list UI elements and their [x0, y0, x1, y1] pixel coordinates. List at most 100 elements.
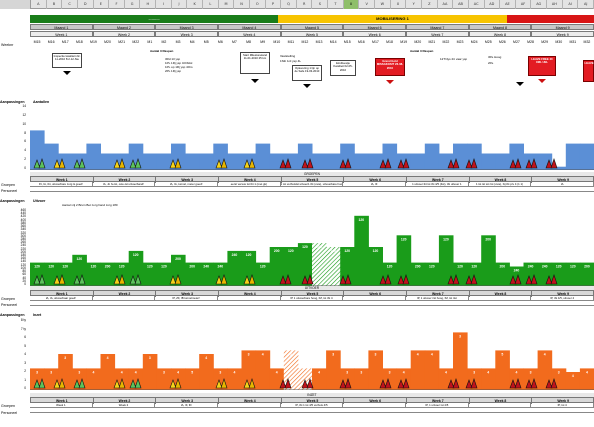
column-header-Y[interactable]: Y	[406, 0, 422, 9]
description-cell[interactable]: IA	[531, 182, 594, 187]
description-cell[interactable]: eerst versus tst tbt 1 (met gk)	[218, 182, 281, 187]
description-cell[interactable]: IP, tbt 1 tst 4/5 verhuis 4/5	[281, 403, 344, 408]
chart-bar	[396, 235, 412, 286]
arrow-down-red-icon	[538, 79, 546, 83]
column-header-AG[interactable]: AG	[531, 0, 548, 9]
bar-label: 120	[344, 249, 350, 253]
select-all-corner[interactable]	[0, 0, 31, 9]
column-header-I[interactable]: I	[156, 0, 172, 9]
small-note-4: 1PL op 1Rj ysp 4Ors	[165, 65, 193, 69]
description-cell[interactable]: IA, IF	[343, 182, 406, 187]
description-cell[interactable]: 1 tst tst tot rist (ovie), bij tbt prv 4…	[469, 182, 532, 187]
note-grand-gold[interactable]: Grand Gold MISSAKOSIT 26-08-2010	[375, 58, 405, 76]
description-cell[interactable]: IP, tbt 4/5, uitvoer 4	[531, 296, 594, 301]
description-cell[interactable]: IP, ZF, IB tunnelmeter!	[155, 296, 218, 301]
column-header-A[interactable]: A	[31, 0, 47, 9]
milestone-marker-icon	[279, 378, 292, 389]
description-cell[interactable]: IP, tst 4	[531, 403, 594, 408]
column-header-Q[interactable]: Q	[281, 0, 297, 9]
band-segment: Week 5	[282, 398, 345, 404]
column-header-B[interactable]: B	[47, 0, 63, 9]
column-header-T[interactable]: T	[328, 0, 344, 9]
column-header-D[interactable]: D	[78, 0, 94, 9]
description-cell[interactable]: IN, IA, tbt, uitvoerbare zorg & goed!	[30, 182, 93, 187]
column-header-P[interactable]: P	[266, 0, 282, 9]
description-cell[interactable]: IA, IA, tunnel, meter goed!	[155, 182, 218, 187]
description-cell[interactable]	[343, 403, 406, 408]
description-cell[interactable]	[469, 403, 532, 408]
column-header-AE[interactable]: AE	[500, 0, 516, 9]
note-start[interactable]: Start Milestoneland 11-01-2010 25 km	[240, 52, 270, 74]
description-cell[interactable]: IP, 1 uitvoer rist hoog, IM, tst 4st	[406, 296, 469, 301]
bar-label: 120	[161, 265, 167, 269]
column-header-K[interactable]: K	[187, 0, 203, 9]
y-tick-label: 420	[20, 214, 26, 219]
note-inspectie[interactable]: Inspectie kwaliteit 22-11-2010 8:2-12-St…	[52, 53, 82, 68]
description-cell[interactable]: Week 2	[93, 403, 156, 408]
column-header-H[interactable]: H	[140, 0, 157, 9]
column-header-M[interactable]: M	[219, 0, 235, 9]
column-header-AB[interactable]: AB	[453, 0, 469, 9]
milestone-marker-icon	[129, 158, 142, 169]
column-header-AF[interactable]: AF	[516, 0, 532, 9]
bar-label: 200	[274, 249, 280, 253]
band-segment: Week 4	[219, 177, 282, 183]
chart-bar	[100, 153, 116, 170]
column-header-C[interactable]: C	[62, 0, 78, 9]
column-header-AD[interactable]: AD	[485, 0, 501, 9]
column-header-AC[interactable]: AC	[469, 0, 485, 9]
phase-red	[507, 15, 594, 23]
description-cell[interactable]: Week 1	[30, 403, 93, 408]
description-cell[interactable]	[93, 296, 156, 301]
column-header-N[interactable]: N	[234, 0, 250, 9]
bar-label: 120	[34, 265, 40, 269]
column-header-L[interactable]: L	[203, 0, 219, 9]
description-cell[interactable]	[469, 296, 532, 301]
column-header-J[interactable]: J	[172, 0, 188, 9]
column-header-AI[interactable]: AI	[563, 0, 579, 9]
description-cell[interactable]	[218, 403, 281, 408]
description-cell[interactable]	[343, 296, 406, 301]
milestone-marker-icon	[545, 274, 558, 285]
column-header-G[interactable]: G	[125, 0, 141, 9]
column-header-F[interactable]: F	[109, 0, 125, 9]
column-header-Z[interactable]: Z	[422, 0, 438, 9]
column-header-AJ[interactable]: AJ	[578, 0, 594, 9]
description-cell[interactable]: IA, IF, fill	[155, 403, 218, 408]
note-leave[interactable]: LEAVE	[583, 60, 594, 82]
band-segment: Week 6	[344, 398, 407, 404]
column-header-E[interactable]: E	[94, 0, 110, 9]
band-segment: Week 8	[470, 177, 533, 183]
chart2-y-axis: 460 440 420 400 380 360 340 320 300 280 260 240 220 2…	[0, 208, 30, 286]
bar-label: 3	[163, 370, 165, 374]
column-header-S[interactable]: S	[313, 0, 329, 9]
column-header-W[interactable]: W	[375, 0, 391, 9]
column-header-AH[interactable]: AH	[547, 0, 563, 9]
column-header-O[interactable]: O	[250, 0, 266, 9]
phase-green: ..........	[30, 15, 278, 23]
chart-bar	[142, 354, 158, 390]
column-header-U[interactable]: U	[343, 0, 360, 9]
column-header-X[interactable]: X	[391, 0, 407, 9]
description-cell[interactable]: IP, 1 uitvoer tst 4/5	[406, 403, 469, 408]
description-cell[interactable]	[218, 296, 281, 301]
description-cell[interactable]: 1 tot verhuistst uitvoer1 tbt (ovie), ui…	[280, 182, 344, 187]
y-tick-label: 1	[24, 377, 26, 382]
milestone-marker-icon	[545, 378, 558, 389]
column-header-R[interactable]: R	[297, 0, 313, 9]
column-header-AA[interactable]: AA	[438, 0, 454, 9]
description-cell[interactable]: IP 1 uitvoerbare hoog, IM, tst tbt 4	[281, 296, 344, 301]
chart-bar	[382, 143, 398, 170]
description-cell[interactable]: IA, Jn fu-tst, ovie-tst uitvoerband!	[93, 182, 156, 187]
chart-bar	[565, 143, 581, 170]
week-number: M26	[498, 40, 506, 44]
note-leave-free[interactable]: LEAVE FREE 40 XML UEL	[528, 56, 556, 76]
description-cell[interactable]: IA, IA, uitvoerbaar goed!	[30, 296, 93, 301]
chart-bar	[312, 368, 327, 390]
note-eindfeestje[interactable]: Eindfeestje Kwaliteit 02-05-2010	[330, 60, 356, 76]
description-cell[interactable]: 1 uitvoer tbt tst tbt 4/5 (4st), tbt uit…	[406, 182, 469, 187]
band2-title: UITVOER	[30, 286, 594, 290]
column-header-V[interactable]: V	[359, 0, 376, 9]
milestone-marker-icon	[447, 274, 460, 285]
note-oplevering[interactable]: Oplevering 1 lijn op de Safe 19-03-2010	[292, 65, 322, 81]
